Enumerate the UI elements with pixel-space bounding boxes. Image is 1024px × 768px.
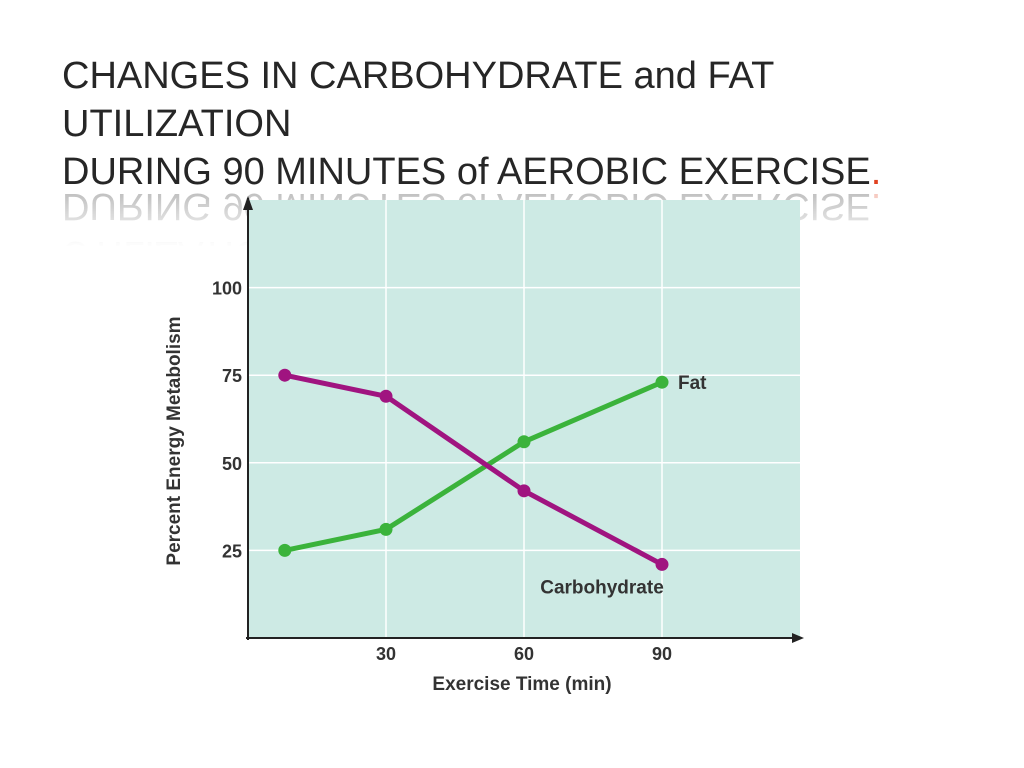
slide-title: CHANGES IN CARBOHYDRATE and FAT UTILIZAT… [62,52,1002,196]
title-period: . [870,151,882,193]
x-axis-arrow [792,633,804,643]
x-tick-label: 60 [514,644,534,664]
title-line-2-text: DURING 90 MINUTES of AEROBIC EXERCISE [62,151,871,193]
data-point [379,522,393,536]
data-point [655,557,669,571]
data-point [278,543,292,557]
series-fat: Fat [278,373,707,557]
data-point [655,375,669,389]
series-line [284,379,663,553]
x-tick-label: 30 [376,644,396,664]
y-axis-title: Percent Energy Metabolism [164,316,185,565]
series: Fat Carbohydrate [278,368,707,598]
y-tick-label: 25 [222,541,242,561]
tick-labels: 25 50 75 100 30 60 90 [212,279,672,664]
y-tick-label: 100 [212,279,242,299]
data-point [517,484,531,498]
series-label: Carbohydrate [540,577,664,598]
data-point [517,435,531,449]
axes [243,196,804,643]
series-line [284,372,664,567]
x-tick-label: 90 [652,644,672,664]
y-tick-label: 50 [222,454,242,474]
data-point [379,389,393,403]
grid-lines [248,200,800,638]
y-tick-label: 75 [222,366,242,386]
y-axis-arrow [243,196,253,210]
title-line-1: CHANGES IN CARBOHYDRATE and FAT UTILIZAT… [62,55,774,145]
data-point [278,368,292,382]
title-line-2: DURING 90 MINUTES of AEROBIC EXERCISE. [62,148,1002,196]
x-axis-title: Exercise Time (min) [432,674,611,695]
series-carbohydrate: Carbohydrate [278,368,669,598]
series-label: Fat [678,373,707,394]
